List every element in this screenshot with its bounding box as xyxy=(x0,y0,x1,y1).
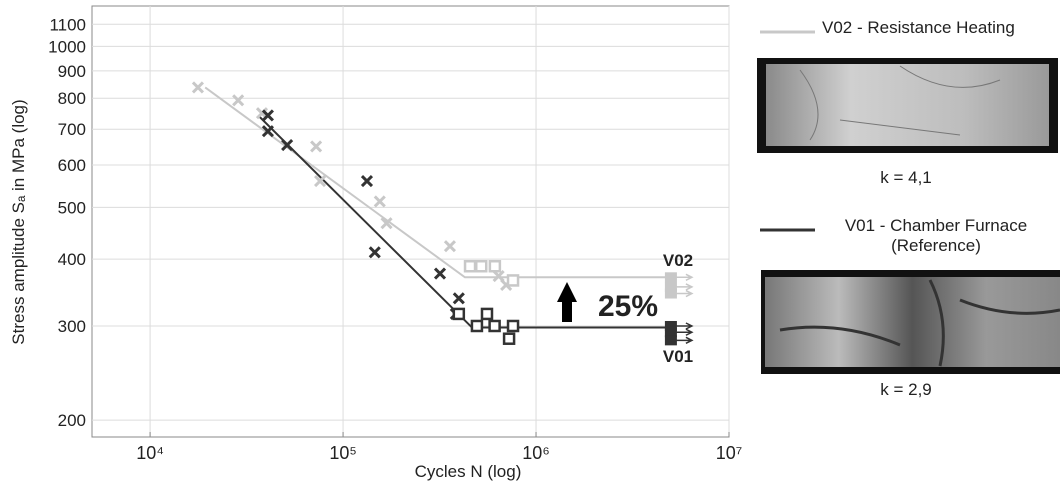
fracture-surface xyxy=(766,64,1049,146)
photo-caption: k = 2,9 xyxy=(880,380,932,399)
data-point xyxy=(664,335,694,346)
y-tick-label: 1100 xyxy=(49,15,86,34)
cross-marker xyxy=(360,174,374,188)
data-point xyxy=(488,319,501,333)
y-tick-label: 1000 xyxy=(48,37,86,56)
surface-texture xyxy=(779,279,1060,367)
data-point xyxy=(452,307,466,321)
cross-marker xyxy=(313,174,327,188)
data-point xyxy=(191,81,205,94)
surface-texture xyxy=(799,65,1001,141)
data-point xyxy=(664,327,694,338)
legend-label: V02 - Resistance Heating xyxy=(822,18,1015,37)
data-point xyxy=(664,288,694,299)
cross-marker xyxy=(191,81,205,94)
data-point xyxy=(360,174,374,188)
cross-marker xyxy=(232,94,245,107)
y-tick-label: 700 xyxy=(58,120,86,139)
y-tick-label: 200 xyxy=(58,411,86,430)
fracture-surface xyxy=(765,277,1060,367)
square-marker xyxy=(474,260,488,273)
cross-marker xyxy=(281,138,294,152)
y-tick-label: 500 xyxy=(58,198,86,217)
plot-area xyxy=(91,5,730,438)
y-axis-label: Stress amplitude Sₐ in MPa (log) xyxy=(9,99,28,344)
cross-marker xyxy=(261,109,274,122)
data-point xyxy=(232,94,245,107)
data-point xyxy=(380,217,393,230)
data-point xyxy=(368,246,381,259)
x-axis-label: Cycles N (log) xyxy=(415,462,522,481)
data-point xyxy=(488,260,502,273)
cross-marker xyxy=(380,217,393,230)
data-point xyxy=(470,319,484,333)
cross-marker xyxy=(373,195,386,208)
square-marker xyxy=(463,260,477,273)
x-tick-label: 10⁵ xyxy=(329,443,356,463)
fit-line xyxy=(204,86,671,279)
data-point xyxy=(463,260,477,273)
data-point xyxy=(664,320,694,331)
y-tick-label: 300 xyxy=(58,317,86,336)
data-point xyxy=(452,292,465,305)
runout-arrow xyxy=(670,283,694,291)
data-point xyxy=(433,267,447,280)
cross-marker xyxy=(443,240,457,253)
photo-caption: k = 4,1 xyxy=(880,168,932,187)
runout-arrow xyxy=(670,336,694,345)
y-tick-label: 600 xyxy=(58,156,86,175)
data-point xyxy=(664,281,694,292)
y-tick-label: 400 xyxy=(58,250,86,269)
y-tick-label: 800 xyxy=(58,89,86,108)
data-point xyxy=(506,274,520,287)
cross-marker xyxy=(261,125,274,138)
data-point xyxy=(373,195,386,208)
data-point xyxy=(506,319,520,333)
square-marker xyxy=(452,307,466,321)
legend-label: V01 - Chamber Furnace (Reference) xyxy=(844,216,1028,255)
cross-marker xyxy=(452,292,465,305)
square-marker xyxy=(506,274,520,287)
runout-arrow xyxy=(670,273,694,281)
runout-arrow xyxy=(670,289,694,298)
data-point xyxy=(502,332,516,345)
data-point xyxy=(474,260,488,273)
square-marker xyxy=(480,307,494,321)
square-marker xyxy=(506,319,520,333)
square-marker xyxy=(470,319,484,333)
data-point xyxy=(443,240,457,253)
x-tick-label: 10⁶ xyxy=(522,443,549,463)
annotation: V02 xyxy=(663,251,693,270)
data-point xyxy=(261,125,274,138)
data-point xyxy=(664,272,694,283)
x-tick-label: 10⁷ xyxy=(716,443,743,463)
data-point xyxy=(281,138,294,152)
data-point xyxy=(310,140,323,153)
cross-marker xyxy=(368,246,381,259)
data-point xyxy=(480,307,494,321)
x-tick-label: 10⁴ xyxy=(136,443,164,463)
runout-arrow xyxy=(670,328,694,336)
square-marker xyxy=(502,332,516,345)
runout-arrow xyxy=(670,322,694,330)
annotation: V01 xyxy=(663,347,693,366)
square-marker xyxy=(488,260,502,273)
square-marker xyxy=(488,319,501,333)
annotation: 25% xyxy=(598,290,658,323)
cross-marker xyxy=(310,140,323,153)
cross-marker xyxy=(433,267,447,280)
data-point xyxy=(313,174,327,188)
increase-arrow xyxy=(557,282,577,322)
data-point xyxy=(261,109,274,122)
y-tick-label: 900 xyxy=(58,62,86,81)
